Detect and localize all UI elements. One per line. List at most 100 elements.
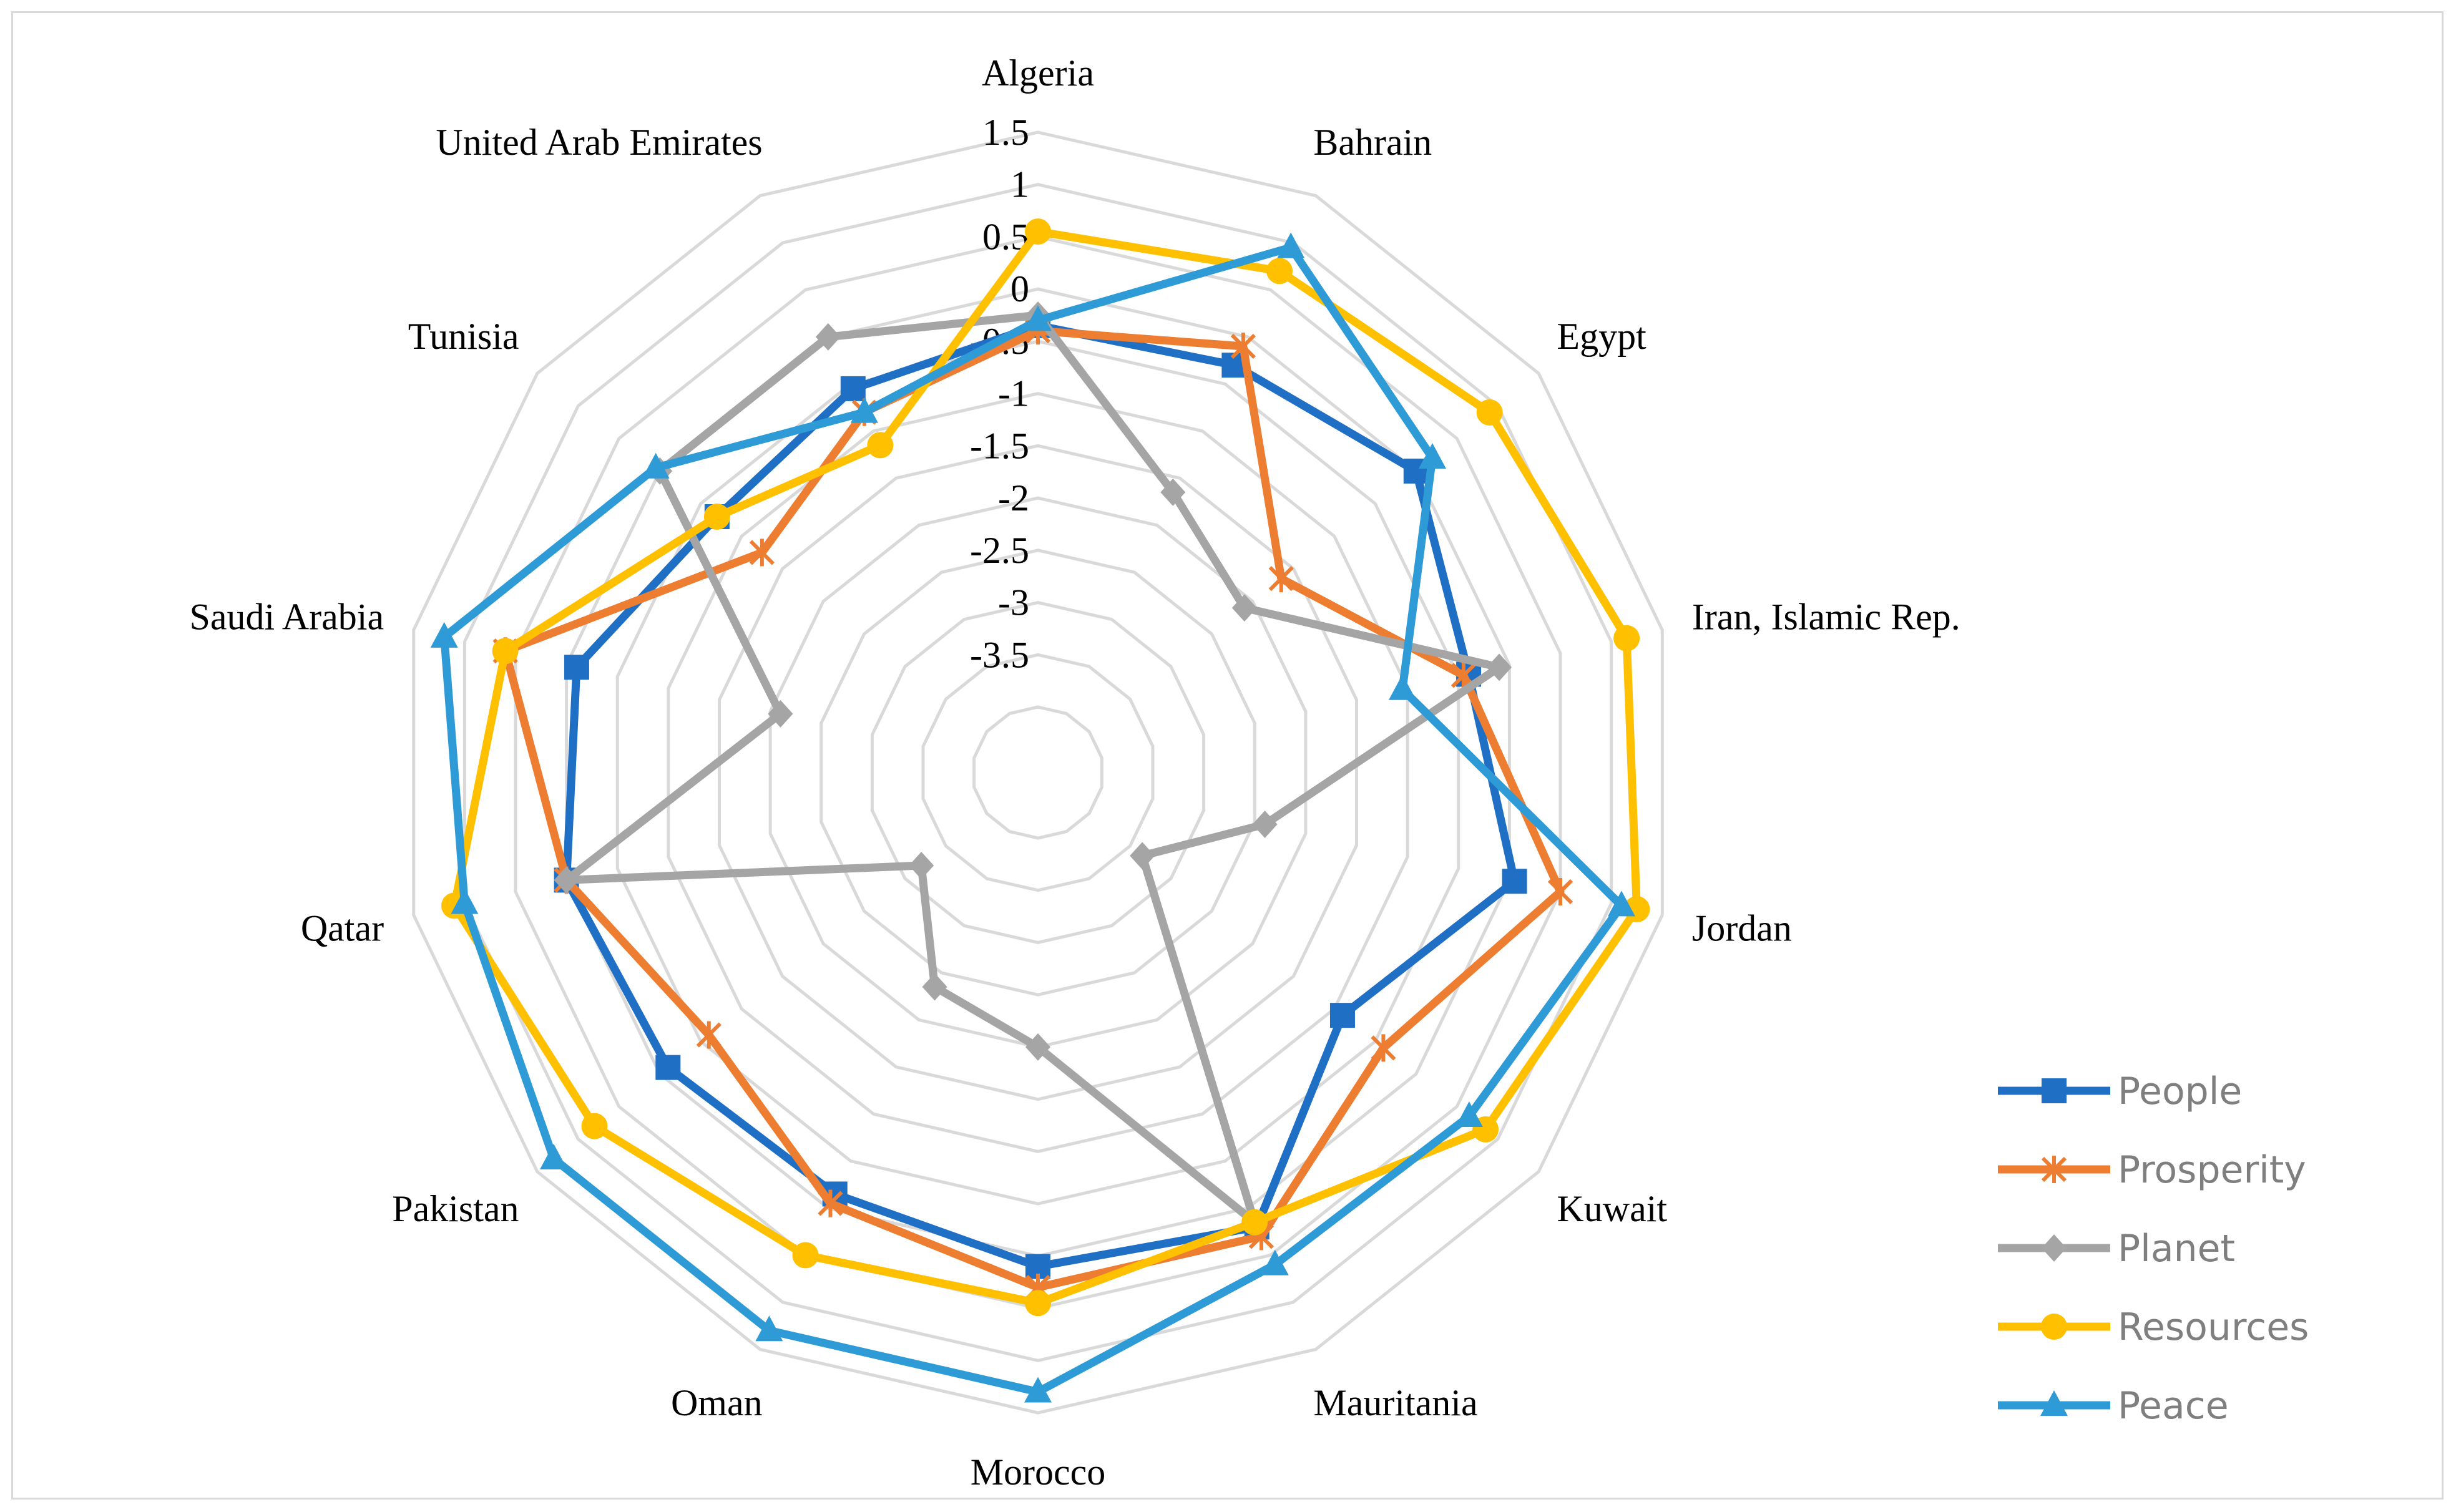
tick-label: 0 (1010, 268, 1029, 310)
data-point-planet (815, 323, 841, 351)
grid-ring (615, 339, 1460, 1206)
data-point-people (1329, 1003, 1355, 1028)
grid-ring (819, 549, 1256, 997)
category-label: Iran, Islamic Rep. (1692, 597, 1960, 638)
tick-label: -3.5 (970, 634, 1029, 675)
data-point-planet (554, 866, 579, 894)
data-point-resources (1613, 625, 1640, 651)
series-resources (441, 218, 1650, 1317)
data-point-peace (755, 1315, 783, 1342)
legend-label-prosperity: Prosperity (2118, 1148, 2306, 1192)
category-label: Morocco (971, 1451, 1106, 1493)
grid-ring (514, 235, 1562, 1310)
series-peace (430, 232, 1635, 1403)
grid-ring (462, 183, 1613, 1362)
legend-marker-resources (2041, 1314, 2067, 1340)
data-point-planet (909, 851, 934, 879)
category-label: Jordan (1692, 907, 1792, 949)
chart-frame: 1.5 1 0.5 0 -0.5 -1 -1.5 -2 -2.5 -3 -3.5 Algeria Ba… (11, 11, 2444, 1500)
legend-item-resources: Resources (1998, 1305, 2309, 1349)
tick-label: -2.5 (970, 530, 1029, 571)
data-point-prosperity (696, 1021, 722, 1049)
category-label: United Arab Emirates (436, 122, 762, 163)
grid-ring (717, 444, 1359, 1101)
data-point-people (1502, 869, 1527, 894)
legend-label-peace: Peace (2118, 1384, 2229, 1428)
legend-marker-prosperity (2041, 1156, 2067, 1183)
data-point-resources (1476, 399, 1503, 426)
data-point-planet (1025, 1033, 1050, 1061)
legend-item-prosperity: Prosperity (1998, 1148, 2306, 1192)
category-label: Bahrain (1313, 122, 1432, 163)
legend-label-planet: Planet (2118, 1227, 2235, 1271)
series-line-people (562, 321, 1519, 1271)
radar-chart: 1.510.50-0.5-1-1.5-2-2.5-3-3.5 AlgeriaBa… (189, 52, 2309, 1493)
tick-label: -1 (998, 373, 1029, 414)
legend-marker-planet (2042, 1234, 2067, 1262)
data-point-peace (1261, 1249, 1289, 1275)
grid-ring (921, 653, 1155, 892)
data-point-people (655, 1055, 681, 1080)
category-label-layer: Algeria Bahrain Egypt Iran, Islamic Rep. Jor… (189, 52, 1960, 1493)
tick-label: -2 (998, 477, 1029, 519)
grid-ring (412, 130, 1664, 1415)
data-point-planet (922, 973, 947, 1001)
category-label: Egypt (1557, 316, 1646, 357)
data-point-peace (1388, 674, 1416, 700)
tick-label: -1.5 (970, 425, 1029, 466)
data-point-resources (1241, 1209, 1268, 1236)
data-point-people (840, 376, 866, 401)
category-label: Tunisia (408, 316, 519, 357)
data-point-peace (642, 452, 670, 479)
tick-label: 1 (1010, 164, 1029, 205)
tick-label: 1.5 (982, 112, 1029, 153)
legend-item-planet: Planet (1998, 1227, 2235, 1271)
data-point-resources (867, 432, 894, 459)
data-point-peace (850, 397, 878, 423)
legend: People Prosperity Planet Resources Peace (1998, 1070, 2309, 1428)
category-label: Mauritania (1313, 1382, 1477, 1423)
category-label: Algeria (982, 52, 1094, 94)
data-point-planet (1160, 478, 1186, 506)
data-point-planet (1252, 810, 1278, 838)
category-label: Qatar (301, 907, 384, 949)
data-point-prosperity (749, 539, 775, 567)
data-point-resources (581, 1113, 608, 1139)
data-point-planet (1231, 594, 1257, 622)
legend-label-resources: Resources (2118, 1305, 2309, 1349)
legend-item-people: People (1998, 1070, 2242, 1113)
data-point-planet (768, 700, 793, 728)
legend-label-people: People (2118, 1070, 2242, 1113)
data-point-people (564, 655, 589, 680)
data-point-resources (1025, 218, 1051, 245)
category-label: Saudi Arabia (189, 597, 384, 638)
data-point-resources (703, 503, 730, 530)
tick-label: -3 (998, 582, 1029, 623)
data-point-planet (1130, 842, 1155, 870)
data-point-prosperity (1230, 333, 1256, 361)
legend-item-peace: Peace (1998, 1384, 2229, 1428)
data-point-resources (492, 638, 519, 665)
data-point-peace (1455, 1101, 1483, 1127)
tick-label-layer: 1.510.50-0.5-1-1.5-2-2.5-3-3.5 (970, 112, 1029, 675)
data-point-peace (451, 888, 479, 914)
data-point-peace (540, 1143, 568, 1169)
legend-marker-peace (2040, 1390, 2068, 1416)
data-point-prosperity (1268, 565, 1294, 593)
data-point-peace (1024, 1377, 1052, 1403)
data-point-resources (792, 1242, 819, 1269)
data-point-peace (1418, 443, 1446, 469)
series-line-peace (440, 243, 1626, 1397)
data-point-planet (1487, 653, 1512, 681)
data-point-peace (1024, 305, 1052, 331)
data-point-resources (1266, 258, 1293, 285)
data-point-peace (1277, 232, 1305, 258)
category-label: Oman (671, 1382, 763, 1423)
legend-marker-people (2042, 1078, 2067, 1103)
grid-ring (870, 600, 1206, 945)
data-point-prosperity (818, 1189, 843, 1217)
data-point-prosperity (1371, 1034, 1396, 1062)
data-point-prosperity (1547, 878, 1573, 906)
data-point-peace (1607, 890, 1635, 917)
data-point-peace (430, 622, 458, 648)
